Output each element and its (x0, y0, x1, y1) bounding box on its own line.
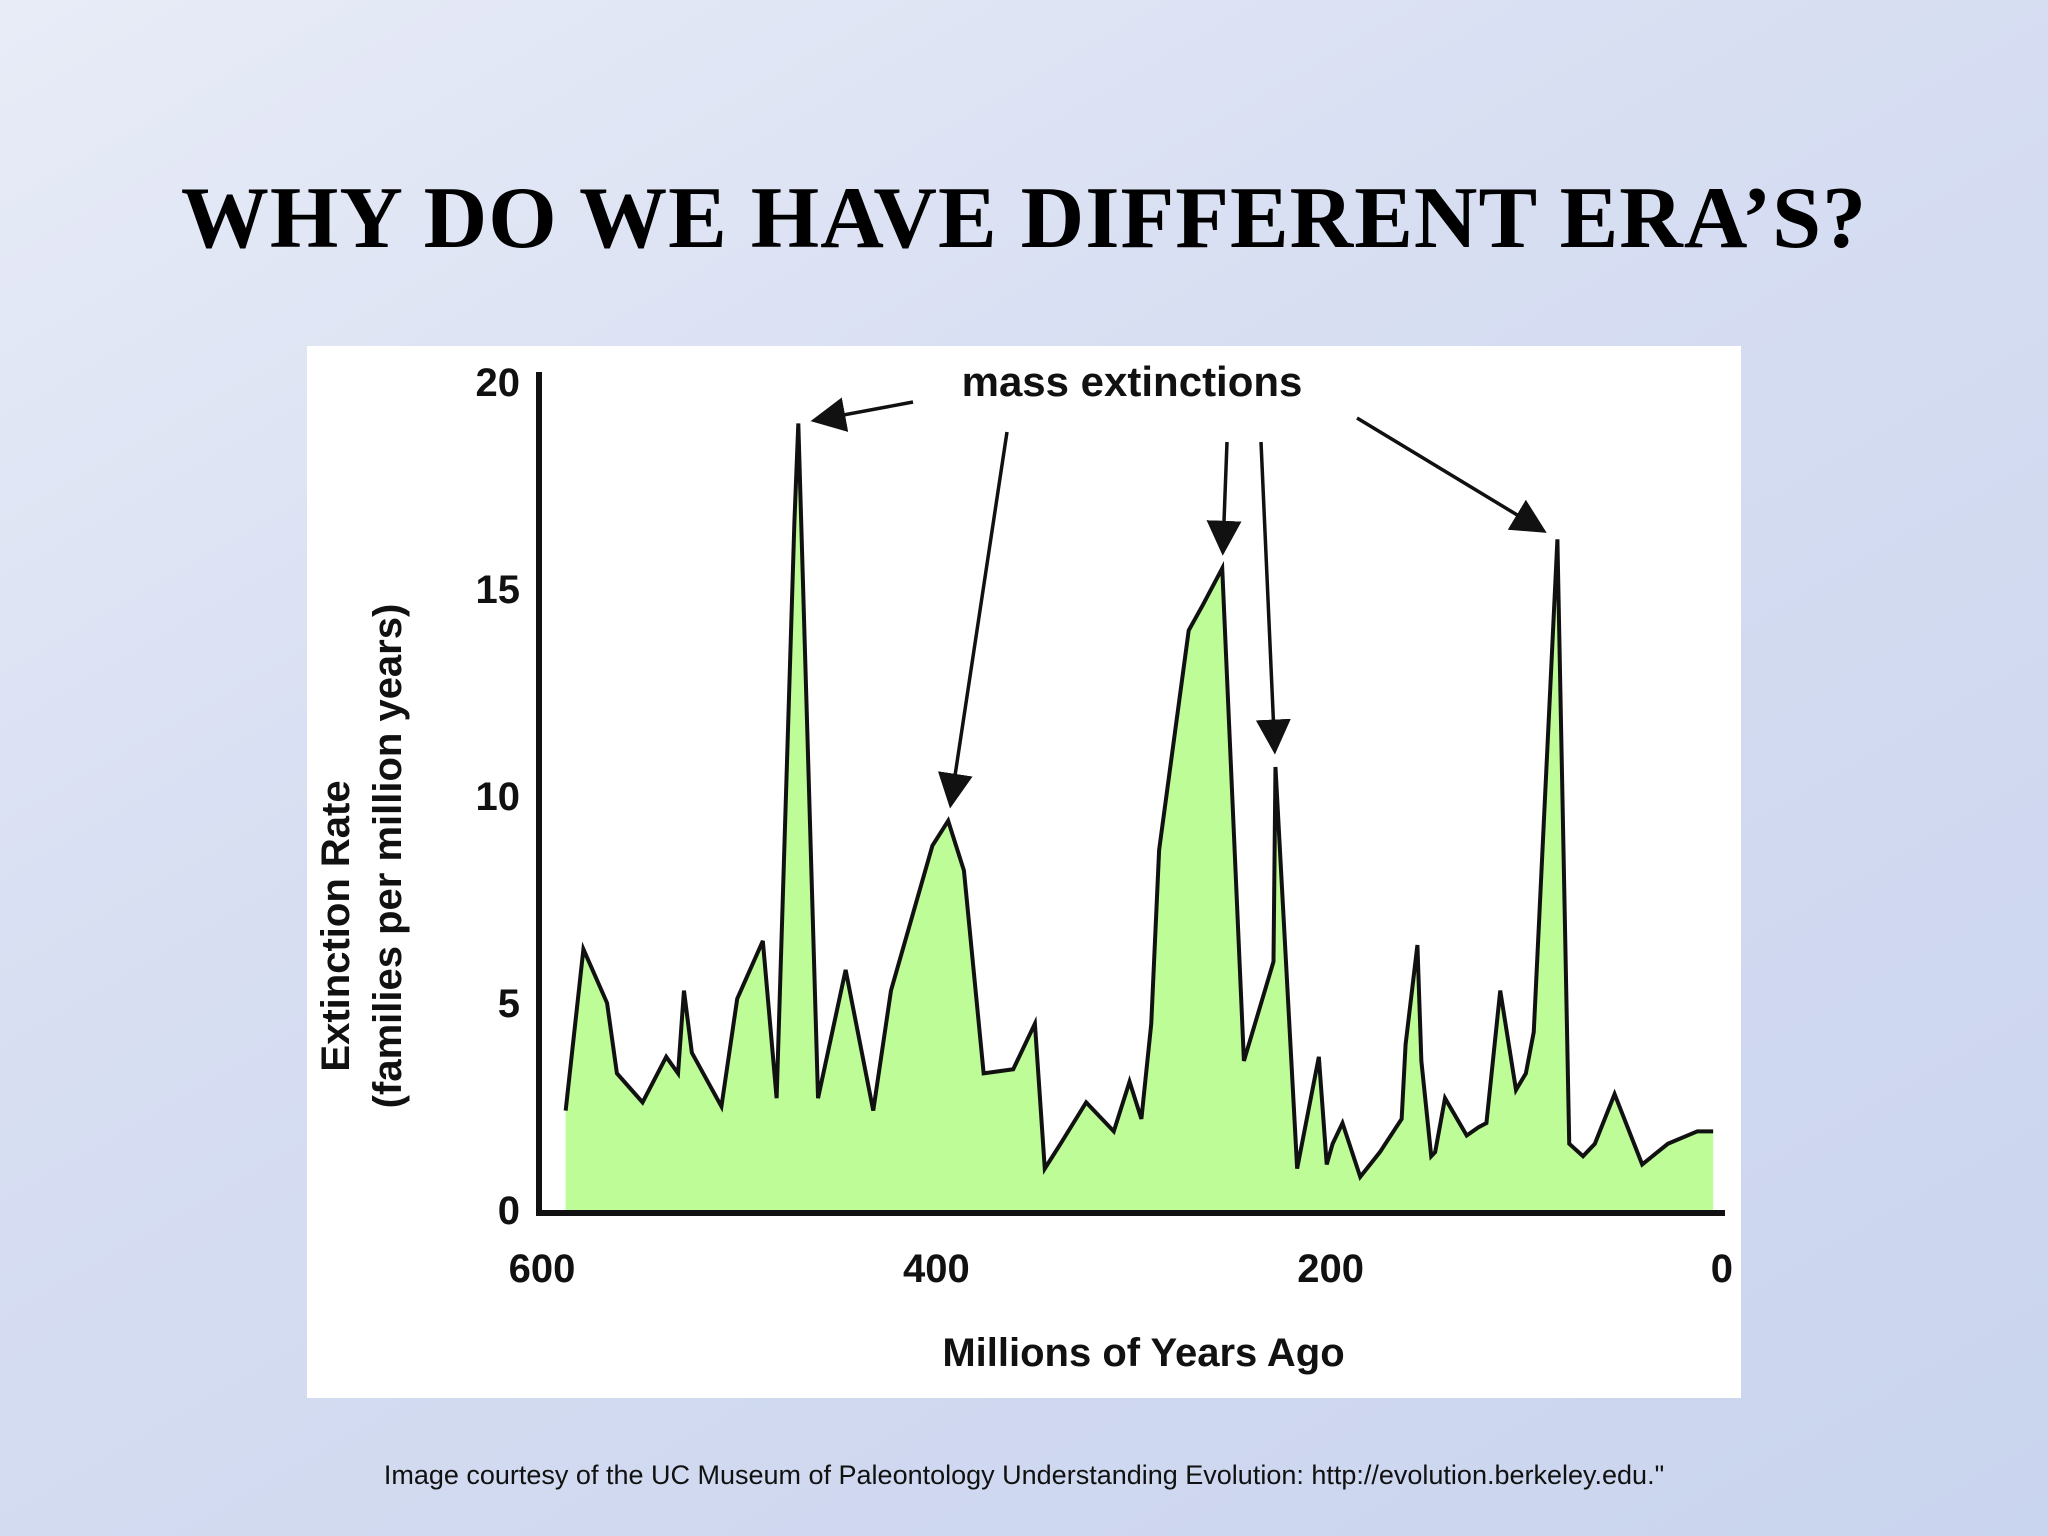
series-line (563, 423, 1714, 1182)
x-tick-label: 0 (1711, 1247, 1733, 1291)
chart-panel: 0 5 10 15 20 600 400 200 0 Millions of Years Ago E… (307, 346, 1741, 1398)
x-tick-label: 200 (1297, 1247, 1364, 1291)
x-tick-label: 600 (509, 1247, 576, 1291)
x-axis-title: Millions of Years Ago (942, 1331, 1344, 1375)
mass-extinction-arrow (810, 397, 914, 432)
mass-extinction-arrow (1206, 441, 1242, 556)
y-tick-label: 0 (498, 1189, 520, 1233)
y-tick-label: 20 (476, 361, 521, 405)
y-tick-label: 10 (476, 775, 521, 819)
mass-extinctions-label: mass extinctions (962, 358, 1303, 405)
mass-extinction-arrow (1255, 441, 1291, 755)
series-area (565, 423, 1714, 1210)
mass-extinction-arrow (937, 431, 1009, 809)
y-axis-title: Extinction Rate (314, 780, 358, 1071)
slide-title: WHY DO WE HAVE DIFFERENT ERA’S? (180, 170, 1868, 267)
image-credit: Image courtesy of the UC Museum of Paleo… (383, 1460, 1665, 1490)
x-tick-label: 400 (903, 1247, 970, 1291)
mass-extinction-arrow (1356, 416, 1547, 533)
y-tick-label: 15 (476, 568, 521, 612)
y-axis-subtitle: (families per million years) (366, 604, 410, 1109)
extinction-rate-chart: 0 5 10 15 20 600 400 200 0 Millions of Years Ago E… (314, 358, 1733, 1375)
y-tick-label: 5 (498, 982, 520, 1026)
